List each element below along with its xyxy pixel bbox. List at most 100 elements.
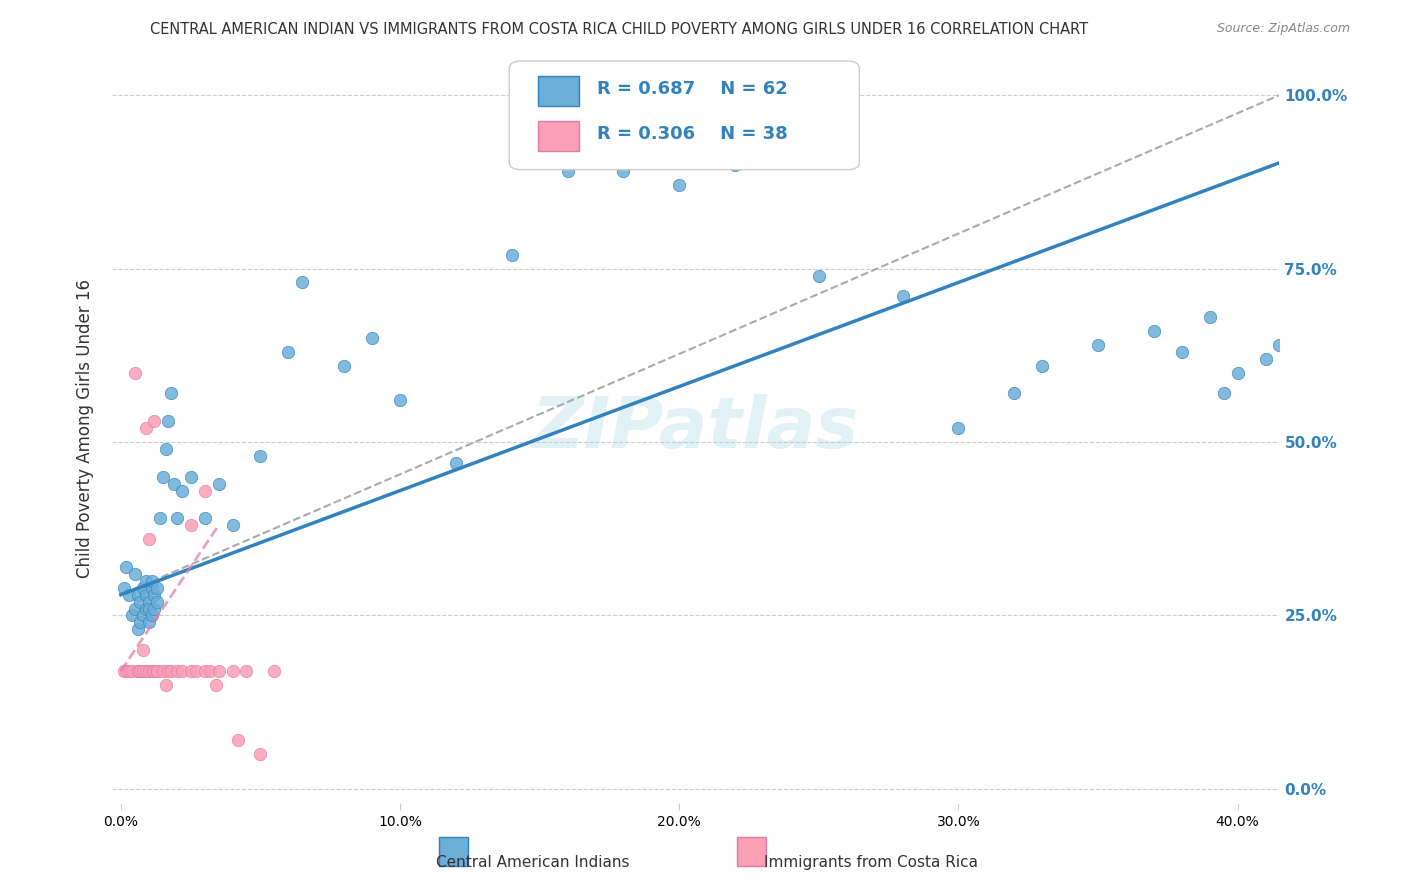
Point xyxy=(129,594,152,608)
Point xyxy=(141,608,163,623)
Point xyxy=(207,664,229,678)
Point xyxy=(194,511,217,525)
FancyBboxPatch shape xyxy=(538,76,579,106)
Point xyxy=(152,469,174,483)
Point xyxy=(138,615,160,630)
Point xyxy=(444,456,467,470)
Point xyxy=(180,664,202,678)
Point xyxy=(141,574,163,588)
Point xyxy=(146,664,169,678)
Point xyxy=(135,601,157,615)
Point xyxy=(135,588,157,602)
Point xyxy=(141,664,163,678)
Point xyxy=(226,733,249,747)
Point xyxy=(160,664,183,678)
Point xyxy=(1087,338,1109,352)
Point xyxy=(186,664,208,678)
Point xyxy=(277,344,299,359)
Point xyxy=(127,623,149,637)
Point xyxy=(1226,366,1249,380)
Point xyxy=(501,248,523,262)
Point xyxy=(124,366,146,380)
Text: ZIPatlas: ZIPatlas xyxy=(533,393,859,463)
Point xyxy=(207,476,229,491)
Text: Central American Indians: Central American Indians xyxy=(436,855,630,871)
Point xyxy=(118,588,141,602)
Point xyxy=(172,664,194,678)
Point xyxy=(132,581,155,595)
Point xyxy=(160,386,183,401)
Point xyxy=(155,442,177,456)
Point xyxy=(194,483,217,498)
Point xyxy=(180,469,202,483)
Point xyxy=(249,449,271,463)
Point xyxy=(132,664,155,678)
Point xyxy=(138,601,160,615)
Point xyxy=(146,581,169,595)
Point xyxy=(121,664,143,678)
Point xyxy=(668,178,690,193)
Point xyxy=(1143,324,1166,338)
Point xyxy=(112,581,135,595)
Text: R = 0.687    N = 62: R = 0.687 N = 62 xyxy=(596,80,787,98)
Point xyxy=(129,664,152,678)
Point xyxy=(135,574,157,588)
Point xyxy=(127,664,149,678)
Point xyxy=(1254,351,1277,366)
Text: Immigrants from Costa Rica: Immigrants from Costa Rica xyxy=(763,855,979,871)
Point xyxy=(132,643,155,657)
Point xyxy=(146,664,169,678)
FancyBboxPatch shape xyxy=(439,837,468,866)
Point xyxy=(149,511,172,525)
Point xyxy=(291,276,314,290)
Point xyxy=(115,664,138,678)
Point xyxy=(612,164,634,178)
Point xyxy=(221,518,243,533)
Point xyxy=(891,289,914,303)
Point xyxy=(138,532,160,546)
Point xyxy=(1198,310,1220,325)
Point xyxy=(121,608,143,623)
Point xyxy=(155,678,177,692)
Point xyxy=(135,421,157,435)
Point xyxy=(143,414,166,428)
Point xyxy=(143,664,166,678)
Text: CENTRAL AMERICAN INDIAN VS IMMIGRANTS FROM COSTA RICA CHILD POVERTY AMONG GIRLS : CENTRAL AMERICAN INDIAN VS IMMIGRANTS FR… xyxy=(149,22,1088,37)
Point xyxy=(132,608,155,623)
FancyBboxPatch shape xyxy=(737,837,766,866)
Point xyxy=(138,594,160,608)
Point xyxy=(157,414,180,428)
Point xyxy=(263,664,285,678)
Point xyxy=(138,664,160,678)
Point xyxy=(807,268,830,283)
Point xyxy=(141,581,163,595)
Point xyxy=(948,421,970,435)
Point xyxy=(124,601,146,615)
Point xyxy=(166,664,188,678)
Point xyxy=(180,518,202,533)
Point xyxy=(1002,386,1025,401)
Text: R = 0.306    N = 38: R = 0.306 N = 38 xyxy=(596,126,787,144)
Point xyxy=(124,566,146,581)
Point xyxy=(235,664,257,678)
Point xyxy=(724,157,747,171)
Point xyxy=(204,678,226,692)
Point xyxy=(1212,386,1234,401)
Point xyxy=(115,560,138,574)
Point xyxy=(157,664,180,678)
Point xyxy=(1171,344,1194,359)
Point xyxy=(389,393,412,408)
Point xyxy=(135,664,157,678)
FancyBboxPatch shape xyxy=(509,61,859,169)
Point xyxy=(118,664,141,678)
Point xyxy=(249,747,271,762)
Point xyxy=(127,588,149,602)
Y-axis label: Child Poverty Among Girls Under 16: Child Poverty Among Girls Under 16 xyxy=(76,278,94,578)
Point xyxy=(557,164,579,178)
Point xyxy=(198,664,221,678)
Point xyxy=(143,601,166,615)
Point xyxy=(146,594,169,608)
Point xyxy=(194,664,217,678)
FancyBboxPatch shape xyxy=(538,121,579,151)
Point xyxy=(152,664,174,678)
